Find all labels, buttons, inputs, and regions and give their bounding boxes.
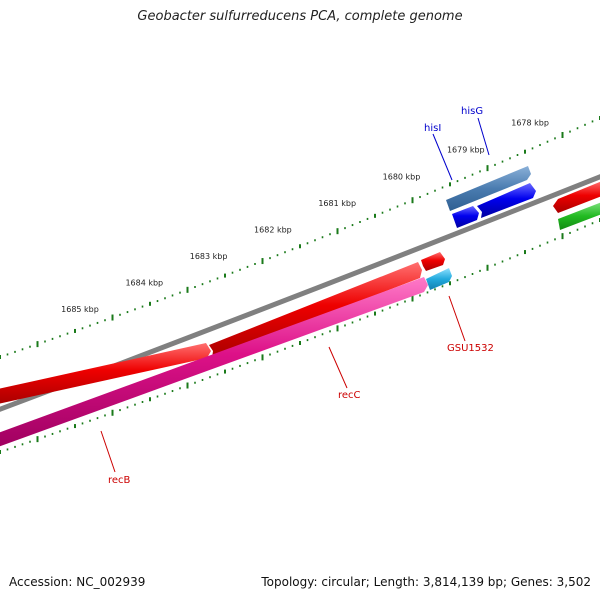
gene-recC-left[interactable] <box>0 343 211 404</box>
label-recC[interactable]: recC <box>338 390 361 401</box>
leader-recB <box>100 430 116 473</box>
tick-label: 1681 kbp <box>318 199 356 208</box>
gene-red-right[interactable] <box>553 181 600 213</box>
gene-hisI[interactable] <box>452 206 479 228</box>
outer-tick-track <box>0 116 600 359</box>
tick-label: 1685 kbp <box>61 305 99 314</box>
gene-recC[interactable] <box>209 262 422 358</box>
label-recB[interactable]: recB <box>108 475 131 486</box>
gene-recB[interactable] <box>0 277 428 447</box>
leader-recC <box>328 346 348 389</box>
tick-label: 1684 kbp <box>125 279 163 288</box>
tick-label: 1680 kbp <box>383 172 421 181</box>
gene-hisG[interactable] <box>477 183 536 218</box>
gene-hisG-outer[interactable] <box>446 166 531 211</box>
genome-summary-text: Topology: circular; Length: 3,814,139 bp… <box>261 575 591 589</box>
accession-text: Accession: NC_002939 <box>9 575 146 589</box>
label-hisI[interactable]: hisI <box>424 123 441 134</box>
tick-label: 1682 kbp <box>254 226 292 235</box>
gene-green-right[interactable] <box>558 202 600 230</box>
leader-hisG <box>477 117 490 156</box>
gene-small-red[interactable] <box>421 252 445 271</box>
map-title: Geobacter sulfurreducens PCA, complete g… <box>137 9 463 24</box>
leader-GSU1532 <box>448 295 466 342</box>
leader-hisI <box>432 133 453 181</box>
tick-label: 1679 kbp <box>447 145 485 154</box>
tick-label: 1683 kbp <box>190 252 228 261</box>
label-hisG[interactable]: hisG <box>461 106 483 117</box>
inner-tick-track <box>0 218 600 454</box>
tick-labels: 1685 kbp 1684 kbp 1683 kbp 1682 kbp 1681 kbp… <box>61 118 549 314</box>
gene-GSU1532[interactable] <box>426 268 452 290</box>
label-GSU1532[interactable]: GSU1532 <box>447 343 494 354</box>
tick-label: 1678 kbp <box>511 118 549 127</box>
